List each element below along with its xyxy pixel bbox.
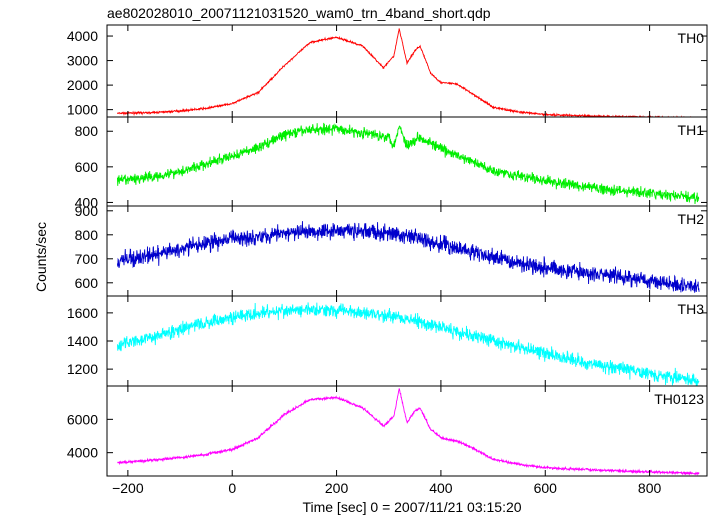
series-line-th1	[116, 122, 700, 205]
y-tick-label: 3000	[67, 53, 98, 69]
panel-frame	[106, 295, 708, 387]
x-axis: −200 0 200 400 600 800	[112, 480, 661, 496]
panel-th1: 400 600 800 TH1	[75, 116, 708, 210]
panel-frame	[106, 24, 708, 118]
series-line-th3	[116, 302, 700, 386]
y-tick-label: 4000	[67, 28, 98, 44]
x-tick-label: 0	[228, 480, 236, 496]
panel-th3: 1200 1400 1600 TH3	[67, 295, 708, 387]
y-tick-label: 6000	[67, 411, 98, 427]
y-tick-label: 1200	[67, 361, 98, 377]
panel-label: TH1	[678, 122, 705, 138]
x-tick-label: 400	[429, 480, 453, 496]
panel-th0123: 4000 6000 TH0123	[67, 385, 708, 477]
panel-th2: 600 700 800 900 TH2	[75, 203, 708, 297]
panel-label: TH0	[678, 30, 705, 46]
y-tick-label: 1000	[67, 102, 98, 118]
y-tick-label: 1400	[67, 333, 98, 349]
y-tick-label: 600	[75, 275, 99, 291]
y-tick-label: 400	[75, 194, 99, 210]
panels: 1000 2000 3000 4000 TH0 400 600 800 TH1 600 700 800…	[67, 24, 708, 477]
x-tick-label: 800	[638, 480, 662, 496]
y-tick-label: 700	[75, 251, 99, 267]
chart-title: ae802028010_20071121031520_wam0_trn_4ban…	[107, 5, 491, 21]
x-tick-label: 200	[325, 480, 349, 496]
y-tick-label: 900	[75, 203, 99, 219]
series-line-th0	[117, 28, 698, 117]
series-line-th2	[116, 221, 700, 293]
x-axis-label: Time [sec] 0 = 2007/11/21 03:15:20	[302, 499, 521, 515]
panel-label: TH3	[678, 301, 705, 317]
y-tick-label: 800	[75, 123, 99, 139]
panel-th0: 1000 2000 3000 4000 TH0	[67, 24, 708, 118]
panel-label: TH2	[678, 211, 705, 227]
y-axis-label: Counts/sec	[33, 222, 49, 292]
y-tick-label: 1600	[67, 305, 98, 321]
y-tick-label: 600	[75, 159, 99, 175]
x-tick-label: −200	[112, 480, 144, 496]
x-tick-label: 600	[534, 480, 558, 496]
y-tick-label: 800	[75, 227, 99, 243]
panel-label: TH0123	[654, 391, 704, 407]
y-tick-label: 2000	[67, 77, 98, 93]
panel-frame	[106, 385, 708, 477]
series-line-th0123	[117, 388, 700, 476]
y-tick-label: 4000	[67, 445, 98, 461]
